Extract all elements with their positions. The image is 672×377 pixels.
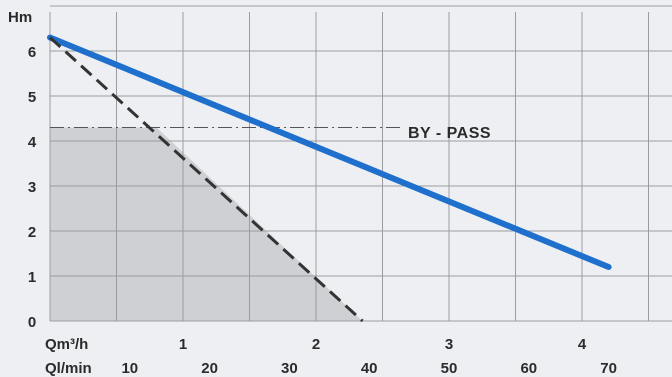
dashed-curve (48, 36, 364, 323)
y-tick-label: 0 (28, 314, 36, 331)
y-tick-label: 5 (28, 89, 36, 106)
bypass-annotation: BY - PASS (408, 125, 491, 142)
y-tick-label: 1 (28, 269, 36, 286)
x-tick-label-m3h: 2 (312, 336, 320, 353)
x-tick-label-m3h: 3 (445, 336, 453, 353)
x-tick-label-lmin: 20 (201, 360, 218, 377)
y-tick-label: 3 (28, 179, 36, 196)
x-tick-label-lmin: 40 (361, 360, 378, 377)
x-tick-label-lmin: 10 (121, 360, 138, 377)
x-tick-label-lmin: 30 (281, 360, 298, 377)
x-tick-label-lmin: 70 (600, 360, 617, 377)
x-axis-label-flow-m3h: Qm³/h (45, 336, 88, 353)
y-axis-label: Hm (8, 9, 32, 26)
shaded-operating-region (50, 127, 363, 321)
y-tick-label: 2 (28, 224, 36, 241)
x-tick-label-m3h: 1 (179, 336, 187, 353)
x-tick-label-lmin: 50 (441, 360, 458, 377)
x-tick-label-lmin: 60 (520, 360, 537, 377)
x-axis-label-flow-lmin: Ql/min (45, 360, 92, 377)
x-tick-label-m3h: 4 (578, 336, 587, 353)
y-tick-label: 6 (28, 44, 36, 61)
y-tick-label: 4 (28, 134, 37, 151)
solid-pump-curve (47, 34, 612, 270)
